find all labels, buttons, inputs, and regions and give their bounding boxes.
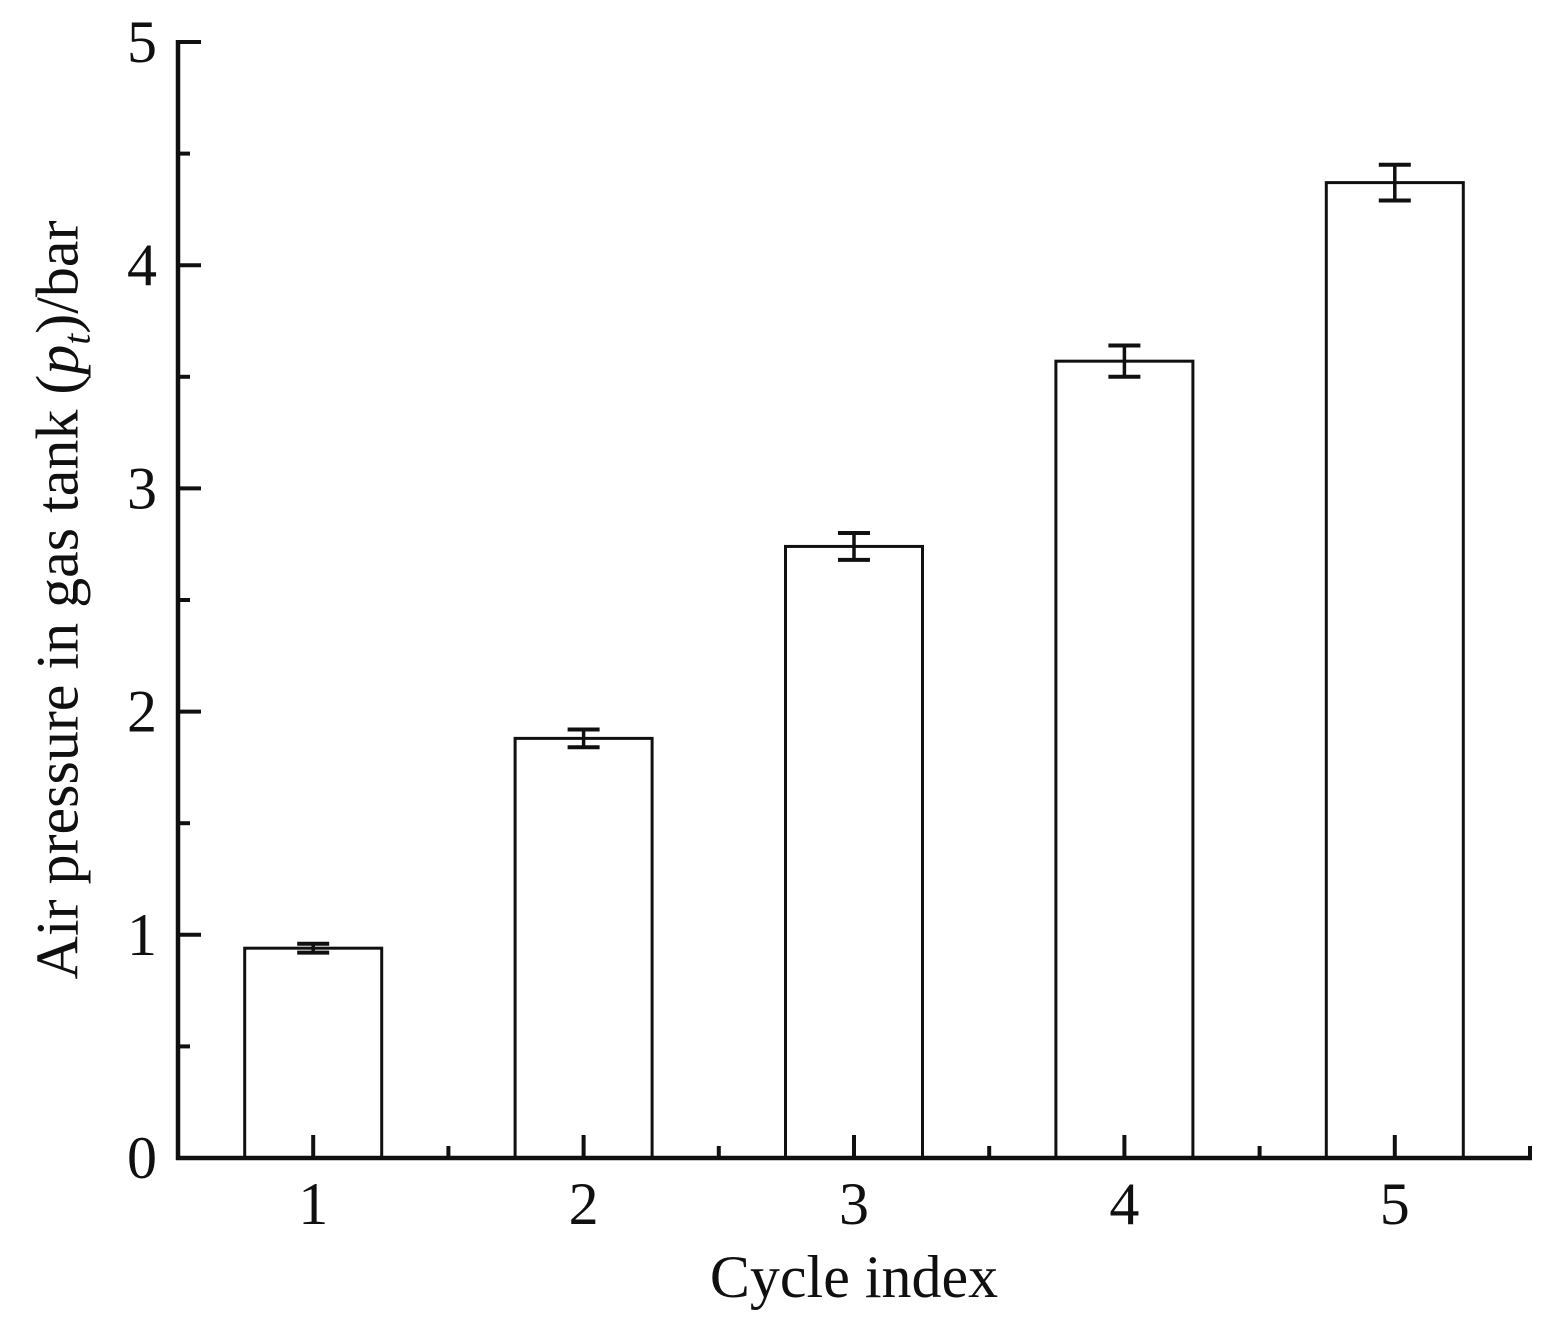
y-axis-label-subscript: t	[55, 333, 99, 345]
y-tick-label: 4	[127, 232, 157, 298]
x-tick-label: 4	[1109, 1171, 1139, 1237]
y-tick-label: 5	[127, 9, 157, 75]
x-tick-label: 5	[1380, 1171, 1410, 1237]
y-tick-label: 0	[127, 1125, 157, 1191]
bar-cycle-3	[784, 544, 924, 1160]
y-tick-label: 1	[127, 902, 157, 968]
y-axis-label-suffix: )/bar	[24, 220, 91, 334]
x-tick-label: 3	[839, 1171, 869, 1237]
x-axis-label: Cycle index	[709, 1244, 999, 1310]
bar-cycle-4	[1054, 359, 1195, 1160]
y-axis-label: Air pressure in gas tank (pt)/bar	[24, 220, 99, 980]
y-axis-label-prefix: Air pressure in gas tank (	[24, 374, 91, 980]
x-tick-label: 1	[298, 1171, 328, 1237]
bar-cycle-2	[513, 736, 654, 1160]
y-axis-label-symbol: p	[24, 344, 91, 375]
y-tick-label: 3	[127, 455, 157, 521]
bar-cycle-1	[243, 946, 384, 1160]
bar-cycle-5	[1324, 181, 1465, 1160]
x-tick-label: 2	[569, 1171, 599, 1237]
y-tick-label: 2	[127, 679, 157, 745]
